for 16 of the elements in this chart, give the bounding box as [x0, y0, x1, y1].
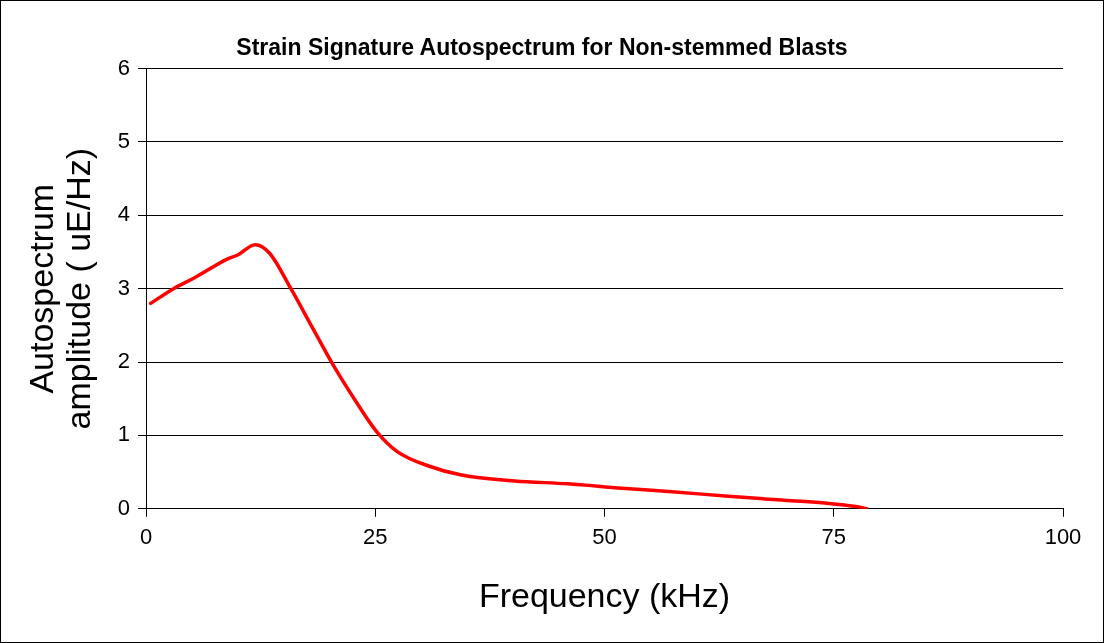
y-tick-label: 5: [117, 128, 131, 154]
y-axis-title: Autospectrum amplitude ( uE/Hz): [22, 147, 98, 430]
x-tick-label: 50: [592, 524, 617, 550]
x-tick-label: 75: [821, 524, 846, 550]
x-tick-label: 25: [363, 524, 388, 550]
y-tick-label: 0: [117, 494, 131, 520]
line-series: [148, 242, 869, 509]
chart-title: Strain Signature Autospectrum for Non-stemmed Blasts: [236, 34, 848, 61]
y-tick-label: 1: [117, 421, 131, 447]
y-tick-label: 6: [117, 54, 131, 80]
y-tick-label: 3: [117, 274, 131, 300]
x-tick-label: 0: [139, 524, 153, 550]
y-tick-label: 4: [117, 201, 131, 227]
x-tick-label: 100: [1044, 524, 1082, 550]
x-axis-title: Frequency (kHz): [478, 575, 731, 614]
y-tick-label: 2: [117, 348, 131, 374]
